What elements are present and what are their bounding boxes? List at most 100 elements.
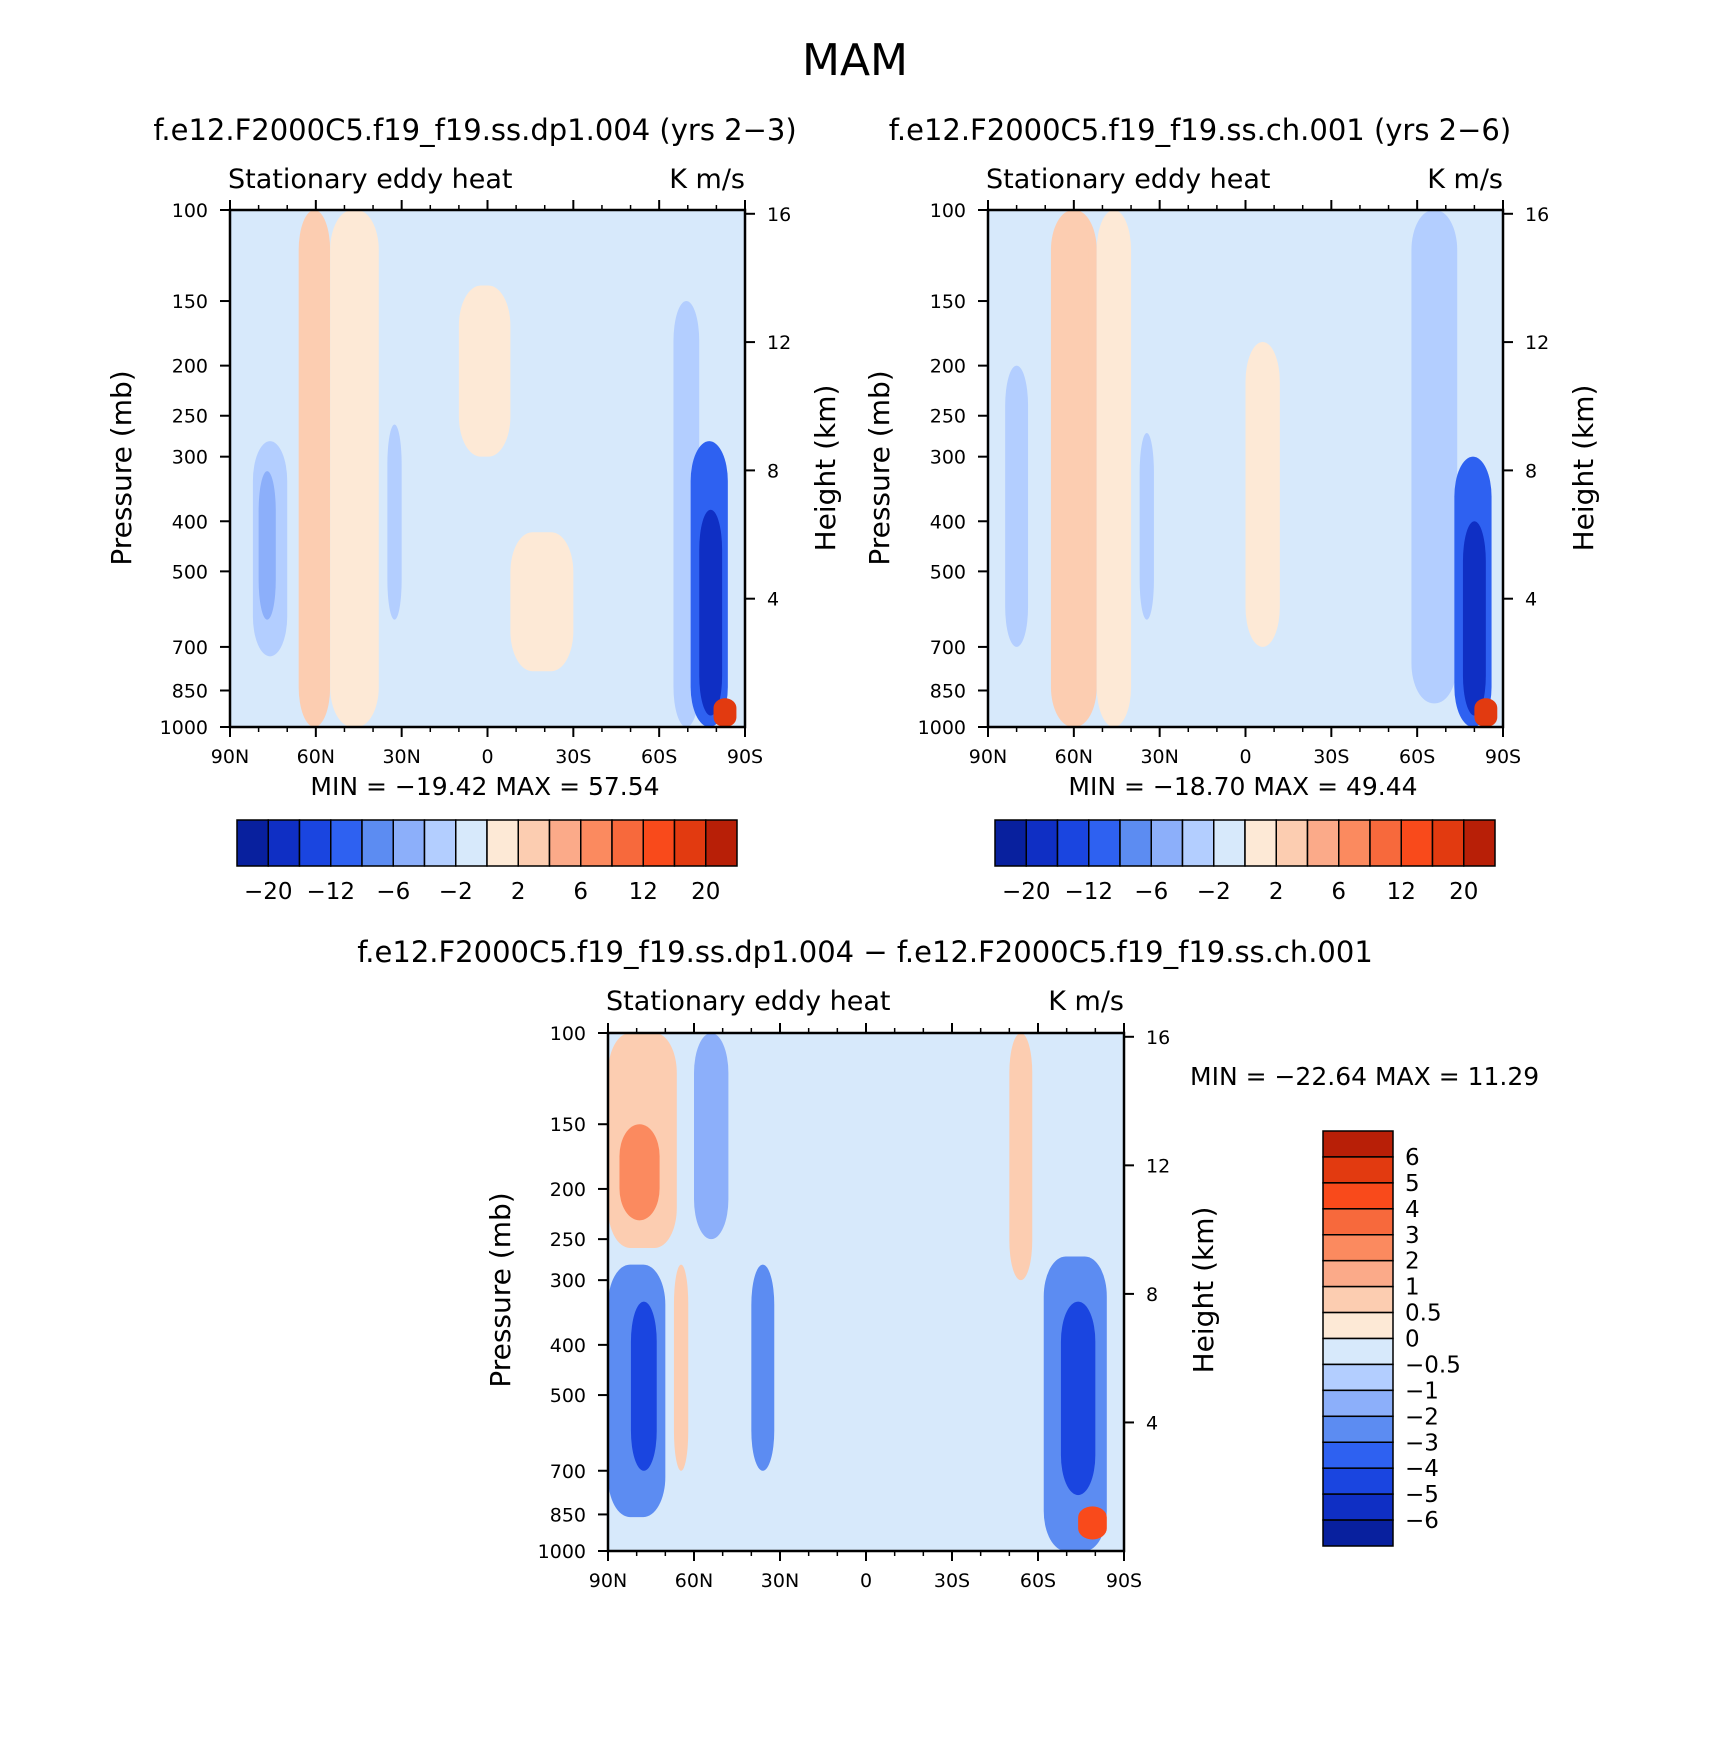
colorbar-box: [1322, 1311, 1394, 1340]
contour-blob: [699, 509, 723, 716]
colorbar-box: [705, 819, 738, 867]
colorbar-box: [267, 819, 301, 867]
y2-axis-label: Height (km): [1567, 385, 1600, 552]
colorbar-label: −12: [306, 879, 355, 905]
colorbar-box: [642, 819, 676, 867]
contour-blob: [694, 1033, 729, 1240]
y-tick-label: 250: [930, 406, 966, 428]
panel-control: f.e12.F2000C5.f19_f19.ss.dp1.004 (yrs 2−…: [105, 113, 842, 905]
contour-blob: [1009, 1033, 1033, 1281]
colorbar-box: [1322, 1130, 1394, 1158]
x-tick-label: 30N: [761, 1570, 799, 1592]
colorbar-box: [1322, 1182, 1394, 1210]
y2-tick-label: 8: [767, 460, 779, 482]
x-tick-label: 90S: [1485, 746, 1521, 768]
x-tick-label: 0: [860, 1570, 872, 1592]
colorbar-box: [1322, 1234, 1394, 1262]
y2-tick-label: 16: [767, 204, 791, 226]
panel-title: f.e12.F2000C5.f19_f19.ss.dp1.004 (yrs 2−…: [153, 113, 796, 147]
y-tick-label: 850: [550, 1504, 586, 1526]
colorbar-label: 2: [511, 879, 526, 905]
y-tick-label: 500: [550, 1385, 586, 1407]
colorbar-label: 0: [1405, 1327, 1420, 1353]
colorbar-label: 3: [1405, 1223, 1420, 1249]
colorbar-label: 1: [1405, 1275, 1420, 1301]
colorbar-label: −4: [1405, 1456, 1439, 1482]
y2-tick-label: 12: [1146, 1155, 1170, 1177]
colorbar-box: [1025, 819, 1059, 867]
colorbar-label: 20: [1449, 879, 1478, 905]
colorbar-box: [1213, 819, 1246, 867]
y-tick-label: 100: [930, 200, 966, 222]
min-max-label: MIN = −18.70 MAX = 49.44: [1068, 772, 1417, 801]
x-tick-label: 30N: [382, 746, 420, 768]
y2-axis-label: Height (km): [1187, 1207, 1220, 1374]
page-title: MAM: [802, 35, 908, 86]
colorbar-box: [330, 819, 363, 867]
contour-blob: [619, 1124, 660, 1221]
colorbar-box: [1338, 819, 1371, 867]
colorbar-label: 20: [691, 879, 720, 905]
y-tick-label: 700: [172, 637, 208, 659]
y-tick-label: 200: [550, 1179, 586, 1201]
y-tick-label: 400: [930, 511, 966, 533]
colorbar-label: −6: [1134, 879, 1168, 905]
y2-tick-label: 16: [1146, 1027, 1170, 1049]
x-tick-label: 90S: [727, 746, 763, 768]
y-tick-label: 150: [550, 1114, 586, 1136]
panel-title: f.e12.F2000C5.f19_f19.ss.ch.001 (yrs 2−6…: [889, 113, 1511, 147]
colorbar: −20 −12 −6 −2 2 6 12 20: [236, 819, 738, 905]
x-tick-label: 60N: [675, 1570, 713, 1592]
colorbar-box: [1322, 1493, 1394, 1521]
colorbar-box: [1322, 1467, 1394, 1495]
y-tick-label: 200: [172, 356, 208, 378]
colorbar-box: [611, 819, 644, 867]
x-tick-label: 90N: [589, 1570, 627, 1592]
y-tick-label: 150: [172, 291, 208, 313]
x-tick-label: 60N: [1055, 746, 1093, 768]
y-axis-label: Pressure (mb): [484, 1192, 517, 1387]
colorbar-box: [1150, 819, 1184, 867]
y2-tick-label: 4: [1525, 589, 1537, 611]
y-tick-label: 250: [172, 406, 208, 428]
colorbar-box: [1088, 819, 1121, 867]
colorbar-label: 2: [1269, 879, 1284, 905]
colorbar-box: [1369, 819, 1402, 867]
x-tick-label: 30S: [555, 746, 591, 768]
contour-blob: [713, 698, 737, 727]
colorbar-box: [1322, 1363, 1394, 1392]
y-tick-label: 500: [930, 561, 966, 583]
right-string: K m/s: [669, 164, 745, 195]
y2-tick-label: 4: [767, 589, 779, 611]
colorbar-label: 12: [629, 879, 658, 905]
colorbar-box: [994, 819, 1027, 867]
colorbar: −20 −12 −6 −2 2 6 12 20: [994, 819, 1496, 905]
contour-blob: [330, 210, 379, 727]
colorbar-label: −6: [1405, 1508, 1439, 1534]
colorbar-label: −2: [439, 879, 473, 905]
y2-tick-label: 8: [1525, 460, 1537, 482]
colorbar-label: −5: [1405, 1482, 1439, 1508]
contour-field: [988, 210, 1503, 727]
colorbar-box: [1275, 819, 1309, 867]
y2-tick-label: 8: [1146, 1284, 1158, 1306]
colorbar-box: [1322, 1441, 1394, 1469]
y-tick-label: 250: [550, 1229, 586, 1251]
colorbar-box: [1322, 1389, 1394, 1418]
colorbar-box: [298, 819, 332, 867]
contour-blob: [1245, 341, 1280, 647]
colorbar-box: [1322, 1519, 1394, 1547]
contour-blob: [258, 471, 276, 620]
contour-field: [230, 210, 745, 727]
colorbar-box: [455, 819, 488, 867]
y-tick-label: 150: [930, 291, 966, 313]
colorbar-label: 6: [573, 879, 588, 905]
colorbar-label: −3: [1405, 1430, 1439, 1456]
colorbar-box: [1244, 819, 1277, 867]
y2-tick-label: 4: [1146, 1412, 1158, 1434]
y2-tick-label: 12: [767, 332, 791, 354]
contour-blob: [458, 285, 511, 457]
y-tick-label: 700: [930, 637, 966, 659]
